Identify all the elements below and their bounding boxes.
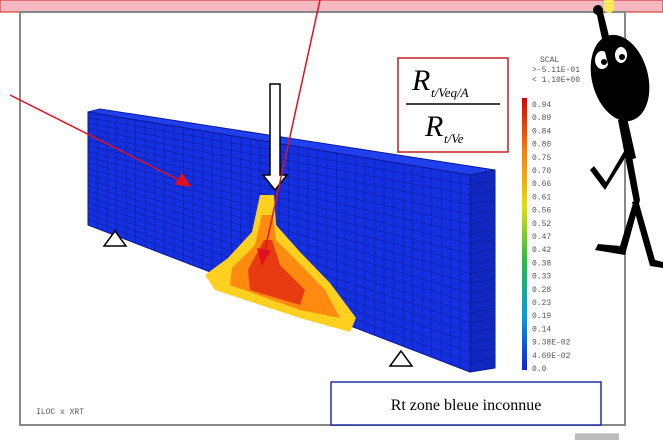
logo-fragment: ▬▬ xyxy=(575,420,619,440)
scale-level: 0.66 xyxy=(532,180,551,189)
denominator-symbol: R xyxy=(424,110,443,143)
scale-level: 0.23 xyxy=(532,299,551,308)
slide: R t/Veq/A R t/Ve SCAL >-5.11E-01 < 1.10E… xyxy=(0,0,663,440)
scale-level: 0.89 xyxy=(532,114,551,123)
scale-level: 0.84 xyxy=(532,127,551,136)
scale-level: 0.70 xyxy=(532,167,551,176)
scale-level: 0.19 xyxy=(532,312,551,321)
denominator-subscript: t/Ve xyxy=(444,131,464,146)
header-bar xyxy=(0,0,663,12)
color-bar xyxy=(522,98,527,370)
scale-level: 0.47 xyxy=(532,233,551,242)
scale-level: 0.61 xyxy=(532,193,551,202)
scale-level: 0.75 xyxy=(532,154,551,163)
caption: Rt zone bleue inconnue xyxy=(391,397,542,414)
numerator-symbol: R xyxy=(411,64,430,97)
scale-level: 0.42 xyxy=(532,246,551,255)
scale-level: 0.33 xyxy=(532,273,551,282)
scale-level: 0.56 xyxy=(532,207,551,216)
scale-level: 0.0 xyxy=(532,365,547,374)
scale-level: 0.14 xyxy=(532,325,551,334)
numerator-subscript: t/Veq/A xyxy=(431,85,469,100)
scale-level: 0.80 xyxy=(532,141,551,150)
scale-level: 0.28 xyxy=(532,286,551,295)
scale-min: < 1.10E+00 xyxy=(532,76,580,85)
scale-level: 4.69E-02 xyxy=(532,352,571,361)
scale-level: 9.38E-02 xyxy=(532,339,571,348)
scale-level: 0.52 xyxy=(532,220,551,229)
scale-title: SCAL xyxy=(540,56,559,65)
footer-label: ILOC x XRT xyxy=(36,408,84,417)
scale-level: 0.38 xyxy=(532,259,551,268)
scale-level: 0.94 xyxy=(532,101,551,110)
scale-max: >-5.11E-01 xyxy=(532,66,580,75)
